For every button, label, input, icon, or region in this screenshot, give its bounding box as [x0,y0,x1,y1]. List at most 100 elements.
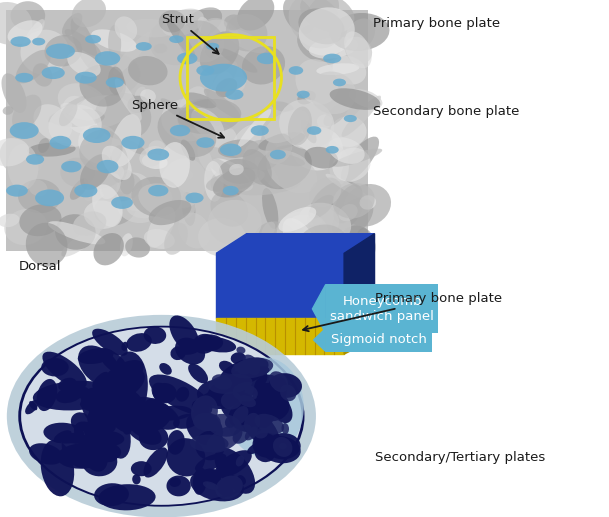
Ellipse shape [288,107,312,146]
Ellipse shape [299,203,351,242]
Ellipse shape [71,17,99,71]
Ellipse shape [94,483,129,506]
Ellipse shape [206,169,265,192]
Ellipse shape [182,7,222,39]
Ellipse shape [149,140,165,155]
Ellipse shape [333,148,382,167]
Ellipse shape [88,430,124,446]
Ellipse shape [18,326,304,507]
Ellipse shape [337,225,376,269]
Ellipse shape [289,66,303,75]
Ellipse shape [18,179,61,214]
Ellipse shape [223,186,239,195]
Ellipse shape [6,185,28,196]
Ellipse shape [144,229,175,249]
Ellipse shape [62,227,100,257]
Ellipse shape [59,102,77,126]
Ellipse shape [21,328,301,505]
Ellipse shape [204,128,228,151]
Ellipse shape [206,43,219,50]
Ellipse shape [258,132,305,151]
Ellipse shape [116,173,153,211]
Ellipse shape [70,178,88,200]
Ellipse shape [100,444,121,460]
Ellipse shape [79,387,93,404]
Ellipse shape [231,358,273,378]
Ellipse shape [239,362,251,370]
Ellipse shape [236,455,244,466]
Ellipse shape [334,185,362,223]
Ellipse shape [44,35,82,67]
Ellipse shape [164,223,188,255]
Ellipse shape [101,172,142,202]
Ellipse shape [111,151,128,172]
Polygon shape [344,302,375,354]
Ellipse shape [99,162,112,173]
Ellipse shape [179,170,193,180]
Ellipse shape [82,447,118,476]
Ellipse shape [254,374,284,404]
Ellipse shape [131,461,152,476]
Ellipse shape [95,93,151,140]
Ellipse shape [255,157,280,189]
Ellipse shape [309,195,334,219]
Ellipse shape [108,25,121,62]
Ellipse shape [359,195,376,210]
Ellipse shape [21,29,69,74]
Ellipse shape [297,90,316,104]
Ellipse shape [236,346,245,354]
Text: Primary bone plate: Primary bone plate [373,17,501,30]
Ellipse shape [78,124,121,164]
Ellipse shape [266,433,301,460]
Ellipse shape [139,146,165,166]
Ellipse shape [41,440,74,496]
Ellipse shape [255,366,269,375]
Ellipse shape [160,142,190,188]
Text: Sigmoid notch: Sigmoid notch [331,333,427,346]
Ellipse shape [251,125,269,136]
Ellipse shape [345,19,375,50]
Ellipse shape [208,374,253,394]
Ellipse shape [148,185,169,196]
Ellipse shape [219,159,259,184]
Ellipse shape [253,383,281,408]
Ellipse shape [144,424,152,434]
Ellipse shape [56,386,84,403]
Ellipse shape [121,136,144,149]
Ellipse shape [273,437,292,457]
Text: Honeycomb
sandwich panel: Honeycomb sandwich panel [330,295,434,323]
Ellipse shape [208,200,262,245]
Ellipse shape [0,214,19,227]
Ellipse shape [326,174,369,200]
Ellipse shape [281,423,289,434]
Ellipse shape [62,96,96,134]
Ellipse shape [153,43,167,53]
Ellipse shape [178,109,213,128]
Ellipse shape [216,379,246,403]
Ellipse shape [179,341,202,355]
Ellipse shape [225,357,304,457]
Ellipse shape [207,414,242,437]
Ellipse shape [242,46,285,85]
Ellipse shape [169,315,199,353]
Ellipse shape [192,400,209,415]
Ellipse shape [78,348,114,364]
Ellipse shape [79,130,122,171]
Ellipse shape [139,425,168,450]
Ellipse shape [283,218,317,261]
Ellipse shape [255,414,284,434]
Ellipse shape [196,65,214,75]
Ellipse shape [262,188,278,229]
Ellipse shape [190,469,244,501]
Ellipse shape [343,184,391,226]
Ellipse shape [81,388,120,430]
Ellipse shape [92,184,122,227]
Ellipse shape [224,14,244,31]
Ellipse shape [88,125,104,139]
Ellipse shape [198,218,245,256]
Ellipse shape [330,116,367,147]
Ellipse shape [238,475,246,485]
Ellipse shape [307,126,322,135]
Ellipse shape [230,374,246,387]
Ellipse shape [186,410,223,446]
